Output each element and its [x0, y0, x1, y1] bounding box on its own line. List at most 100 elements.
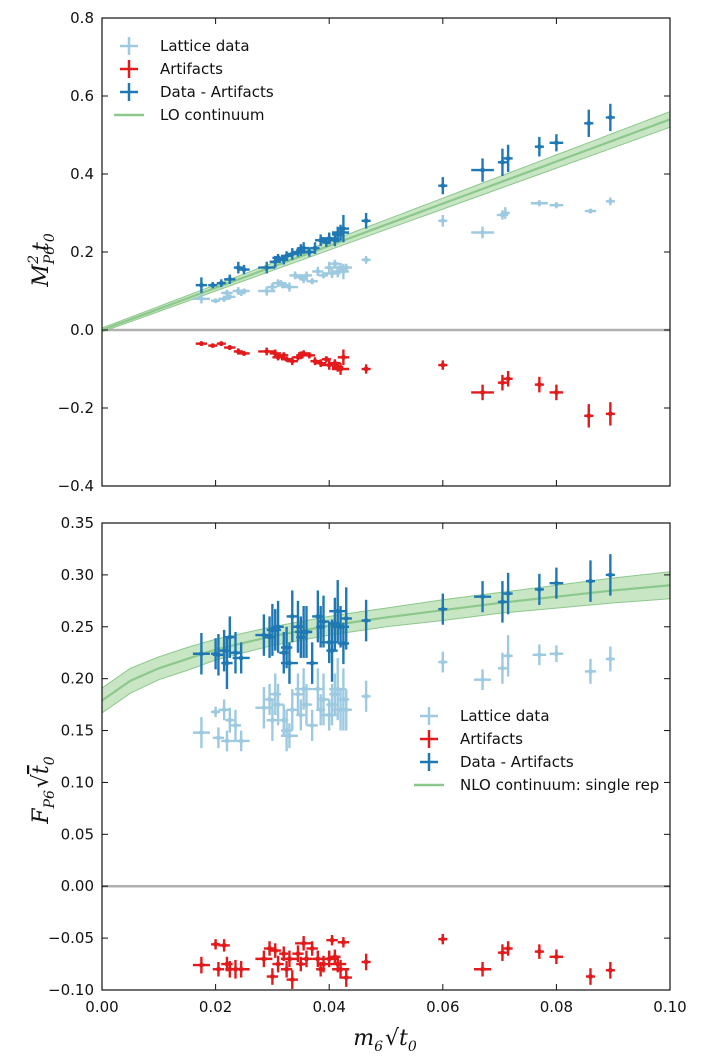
data-point [192, 956, 210, 974]
data-point [267, 283, 277, 291]
marker [440, 218, 446, 224]
bottom-series-data_minus_artifacts [192, 554, 615, 690]
marker [287, 284, 292, 290]
data-point [300, 271, 313, 280]
data-point [312, 668, 324, 710]
top-plot-area [102, 103, 670, 428]
marker [505, 376, 511, 382]
data-point [497, 652, 507, 684]
top-y-tick-label: 0.4 [70, 165, 94, 183]
marker [289, 358, 295, 364]
data-point [280, 282, 298, 292]
bottom-x-tick-label: 0.02 [199, 998, 232, 1016]
marker [536, 652, 542, 658]
data-point [286, 357, 298, 366]
data-point [192, 633, 210, 675]
data-point [324, 261, 334, 274]
legend-label: Artifacts [160, 60, 223, 78]
marker [341, 269, 346, 274]
top-legend: Lattice data Artifacts Data - Artifacts LO … [114, 37, 274, 124]
data-point [330, 259, 340, 268]
bottom-y-tick-label: 0.15 [61, 722, 94, 740]
legend-item: Lattice data [420, 707, 550, 725]
data-point [474, 581, 492, 613]
data-point [503, 144, 513, 173]
marker [238, 966, 244, 972]
marker [309, 278, 315, 284]
marker [221, 707, 227, 713]
marker [343, 265, 349, 270]
marker [233, 650, 238, 656]
marker [341, 640, 346, 646]
marker [306, 352, 312, 358]
legend-label: Data - Artifacts [160, 83, 274, 101]
marker [298, 634, 304, 640]
legend-label: Data - Artifacts [460, 753, 574, 771]
marker [284, 728, 289, 733]
data-point [280, 960, 293, 978]
marker [272, 259, 278, 265]
marker [233, 722, 238, 728]
marker [480, 966, 485, 972]
data-point [497, 581, 507, 623]
marker [440, 659, 446, 665]
data-point [303, 352, 315, 359]
marker [607, 572, 613, 578]
data-point [280, 723, 298, 749]
data-point [216, 279, 226, 288]
data-point [332, 224, 350, 241]
data-point [549, 567, 564, 599]
marker [221, 942, 227, 948]
marker [332, 621, 338, 627]
bottom-y-tick-label: 0.10 [61, 773, 94, 791]
marker [199, 962, 204, 968]
marker [536, 200, 542, 206]
marker [213, 941, 219, 947]
marker [264, 288, 270, 294]
marker [329, 648, 335, 654]
data-point [280, 642, 298, 684]
marker [332, 237, 338, 243]
marker [224, 290, 230, 296]
marker [554, 651, 559, 657]
marker [505, 653, 511, 659]
marker [309, 660, 315, 666]
marker [326, 639, 332, 645]
marker [341, 354, 346, 360]
marker [306, 249, 312, 255]
bottom-plot-area [102, 554, 670, 989]
bottom-y-tick-label: 0.00 [61, 877, 94, 895]
marker [199, 282, 204, 288]
data-point [497, 148, 507, 176]
data-point [361, 599, 371, 642]
data-point [211, 298, 221, 304]
marker [323, 239, 329, 245]
data-point [361, 213, 371, 229]
marker [281, 951, 287, 957]
data-point [255, 950, 273, 968]
data-point [340, 587, 352, 650]
marker [227, 294, 233, 300]
marker [284, 645, 289, 650]
data-point [299, 275, 309, 284]
marker [500, 380, 505, 386]
bottom-x-tick-label: 0.10 [653, 998, 686, 1016]
legend-label: LO continuum [160, 106, 265, 124]
marker [588, 974, 593, 979]
data-point [272, 600, 284, 653]
data-point [337, 937, 350, 948]
marker [289, 707, 295, 713]
marker [338, 624, 343, 630]
marker [505, 946, 511, 951]
data-point [212, 634, 225, 676]
data-point [212, 727, 225, 749]
data-point [361, 255, 371, 264]
marker [213, 298, 219, 304]
data-point [471, 226, 494, 239]
data-point [585, 560, 596, 602]
marker [440, 936, 446, 942]
marker [301, 276, 307, 282]
marker [289, 977, 295, 983]
top-panel: MP62t0 0.8 0.6 0.4 0.2 0.0 −0.2 −0.4 Lattice da… [26, 9, 671, 495]
data-point [232, 642, 250, 674]
